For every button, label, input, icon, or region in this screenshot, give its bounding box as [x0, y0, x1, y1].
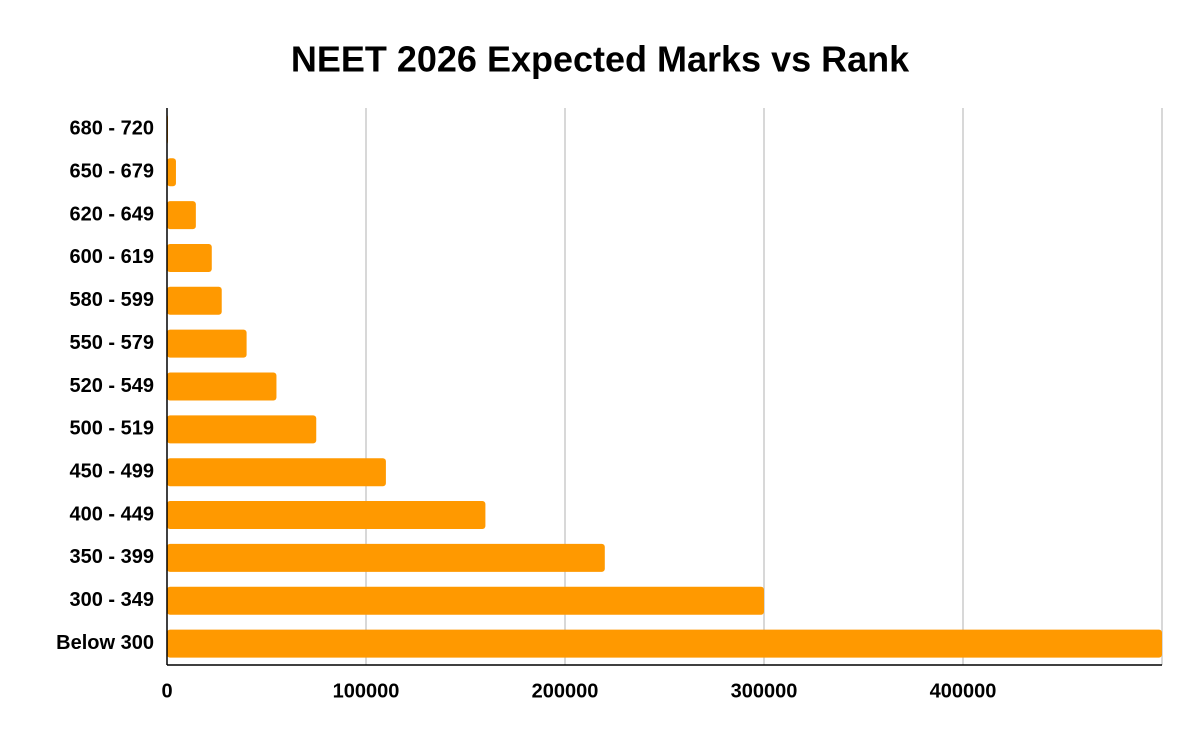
x-tick-label: 200000	[532, 680, 599, 702]
bar	[167, 329, 247, 358]
bar	[167, 372, 277, 401]
y-tick-label: 620 - 649	[69, 203, 154, 225]
y-tick-label: 300 - 349	[69, 589, 154, 611]
bar	[167, 543, 605, 572]
chart-title: NEET 2026 Expected Marks vs Rank	[291, 39, 910, 80]
y-tick-label: 600 - 619	[69, 246, 154, 268]
bar	[167, 415, 317, 444]
y-tick-label: 450 - 499	[69, 460, 154, 482]
bar	[167, 501, 486, 530]
y-tick-label: 350 - 399	[69, 546, 154, 568]
bar	[167, 286, 222, 315]
x-tick-label: 0	[161, 680, 172, 702]
y-tick-label: 400 - 449	[69, 503, 154, 525]
y-tick-label: 550 - 579	[69, 332, 154, 354]
x-tick-label: 100000	[333, 680, 400, 702]
bar	[167, 243, 212, 272]
y-tick-label: 520 - 549	[69, 375, 154, 397]
bar	[167, 458, 386, 487]
x-tick-label: 400000	[930, 680, 997, 702]
y-tick-label: 650 - 679	[69, 161, 154, 183]
bar	[167, 629, 1162, 658]
y-tick-label: Below 300	[56, 632, 154, 654]
y-tick-label: 580 - 599	[69, 289, 154, 311]
bar	[167, 201, 196, 230]
bar	[167, 158, 176, 187]
bar	[167, 586, 764, 615]
y-tick-label: 680 - 720	[69, 118, 154, 140]
x-tick-label: 300000	[731, 680, 798, 702]
y-tick-label: 500 - 519	[69, 418, 154, 440]
